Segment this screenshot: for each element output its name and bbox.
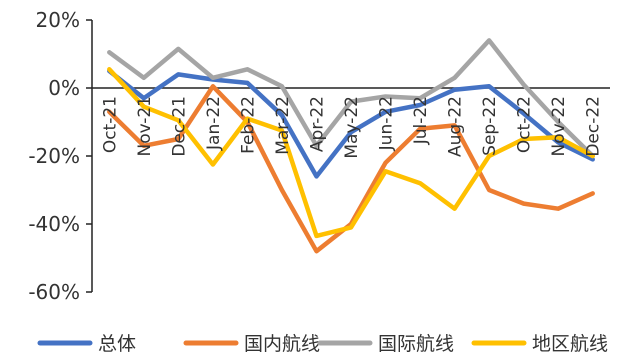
x-tick-label: Feb-22: [238, 96, 258, 154]
axes: [86, 19, 610, 293]
y-tick-label: 20%: [36, 8, 80, 32]
x-tick-label: Nov-22: [549, 96, 569, 157]
x-tick-label: Jan-22: [204, 96, 224, 151]
x-tick-label: Aug-22: [446, 96, 466, 157]
x-tick-label: Jul-22: [411, 96, 431, 145]
legend: 总体 国内航线 国际航线 地区航线: [37, 333, 608, 355]
series-line-3: [107, 38, 595, 159]
x-tick-label: Sep-22: [480, 96, 500, 156]
y-tick-label: -40%: [28, 212, 80, 236]
x-tick-labels: Oct-21 Nov-21 Dec-21 Jan-22 Feb-22 Mar-22 Apr-…: [100, 96, 603, 159]
x-tick-label: Mar-22: [273, 96, 293, 155]
x-tick-label: May-22: [342, 96, 362, 159]
x-tick-label: Oct-22: [515, 96, 535, 153]
series-layer: [107, 38, 595, 254]
legend-label: 地区航线: [532, 333, 608, 355]
x-tick-label: Nov-21: [135, 96, 155, 157]
y-tick-label: -60%: [28, 280, 80, 304]
legend-label: 国际航线: [378, 333, 454, 355]
y-tick-label: 0%: [48, 76, 80, 100]
y-tick-label: -20%: [28, 144, 80, 168]
x-tick-label: Dec-21: [169, 96, 189, 157]
x-tick-label: Oct-21: [100, 96, 120, 153]
legend-label: 总体: [98, 333, 136, 355]
x-tick-label: Dec-22: [584, 96, 604, 157]
series-line-1: [107, 68, 595, 179]
legend-label: 国内航线: [244, 333, 320, 355]
x-tick-label: Jun-22: [377, 96, 397, 151]
series-line-4: [107, 67, 595, 239]
x-tick-label: Apr-22: [307, 96, 327, 152]
y-tick-labels: 20% 0% -20% -40% -60%: [28, 8, 80, 304]
